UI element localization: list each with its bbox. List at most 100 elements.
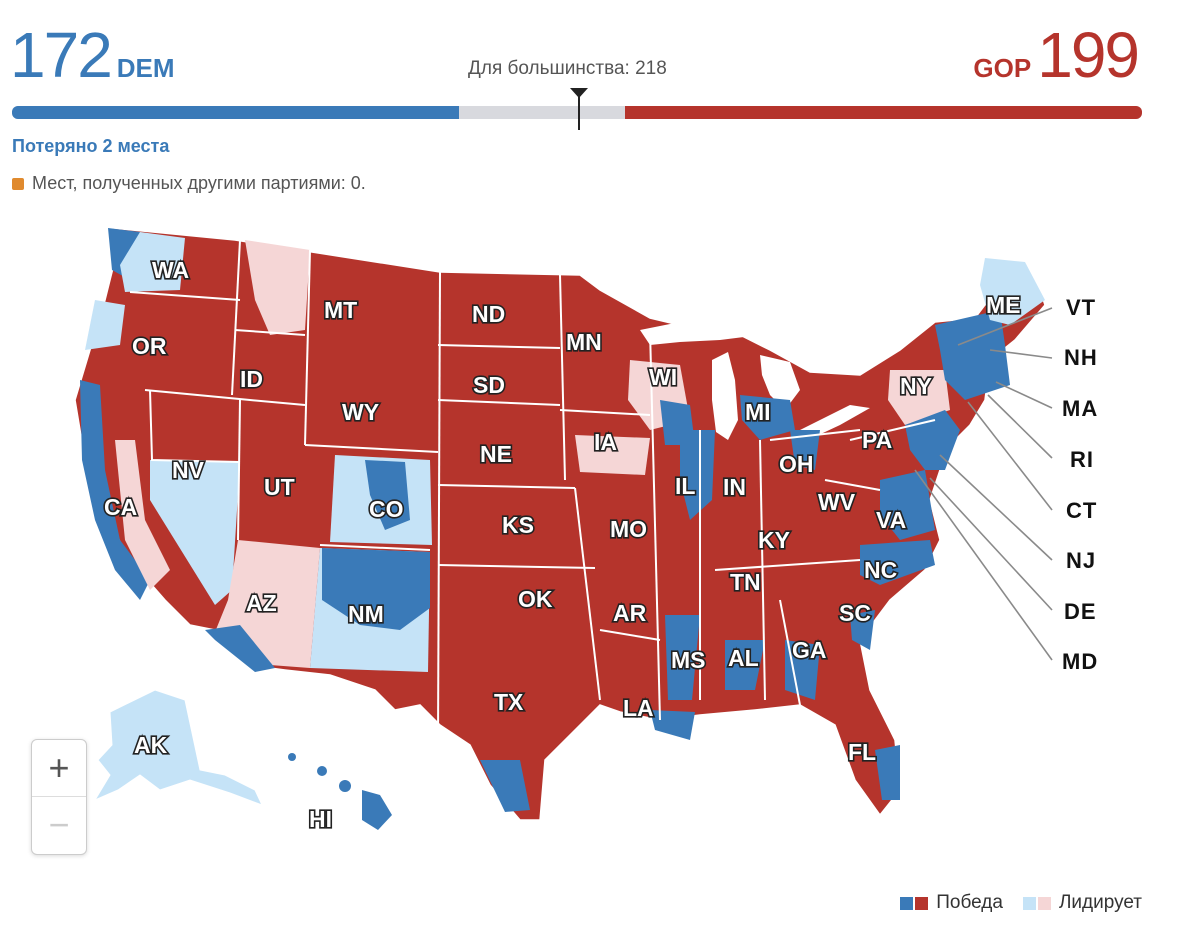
state-label-pa[interactable]: PA — [860, 425, 893, 454]
state-label-nm[interactable]: NM — [346, 599, 385, 628]
state-label-mt[interactable]: MT — [322, 295, 358, 324]
other-parties-text: Мест, полученных другими партиями: 0. — [32, 173, 366, 193]
lake-michigan-shape — [712, 352, 738, 440]
state-label-ar[interactable]: AR — [611, 598, 648, 627]
state-label-id[interactable]: ID — [238, 364, 264, 393]
legend-win-label: Победа — [936, 892, 1003, 913]
michigan-dem-area — [740, 395, 795, 440]
state-label-ks[interactable]: KS — [500, 510, 535, 539]
mid-atlantic-dem-area — [905, 410, 960, 470]
state-label-la[interactable]: LA — [621, 693, 655, 722]
state-label-ct[interactable]: CT — [1066, 498, 1097, 523]
state-label-wy[interactable]: WY — [340, 397, 380, 426]
alabama-dem-area — [725, 640, 765, 690]
virginia-dem-area — [880, 470, 935, 540]
state-label-va[interactable]: VA — [874, 505, 907, 534]
hawaii-oahu-shape[interactable] — [317, 766, 327, 776]
legend-dem-win-swatch — [900, 896, 914, 910]
map-legend: Победа Лидирует — [880, 892, 1142, 914]
montana-lead-area — [245, 240, 310, 335]
state-label-nj[interactable]: NJ — [1066, 548, 1096, 573]
state-label-ma[interactable]: MA — [1062, 396, 1098, 421]
state-label-mo[interactable]: MO — [608, 514, 648, 543]
state-label-vt[interactable]: VT — [1066, 295, 1096, 320]
state-label-ak[interactable]: AK — [132, 730, 169, 759]
state-label-ia[interactable]: IA — [592, 427, 618, 456]
state-label-sc[interactable]: SC — [837, 598, 872, 627]
majority-threshold-label: Для большинства: 218 — [468, 58, 667, 79]
legend-win: Победа — [900, 892, 1003, 914]
oregon-coast-lead-area — [85, 300, 125, 350]
state-label-nd[interactable]: ND — [470, 299, 506, 328]
state-label-oh[interactable]: OH — [777, 449, 815, 478]
louisiana-dem-area — [650, 710, 695, 740]
state-borders — [129, 239, 936, 741]
state-label-tx[interactable]: TX — [492, 687, 525, 716]
state-label-ms[interactable]: MS — [669, 645, 707, 674]
other-parties-swatch — [12, 178, 24, 190]
northeast-leader-lines — [914, 307, 1053, 661]
seats-lost-text: Потеряно 2 места — [12, 136, 170, 156]
state-label-az[interactable]: AZ — [244, 588, 278, 617]
florida-dem-area — [875, 745, 900, 800]
state-label-mi[interactable]: MI — [743, 397, 772, 426]
illinois-dem-area — [680, 430, 715, 520]
us-house-results-map[interactable]: WA OR CA NV ID MT WY UT CO AZ NM ND SD N… — [0, 210, 1200, 830]
zoom-controls: + − — [31, 739, 87, 855]
state-label-wi[interactable]: WI — [647, 362, 678, 391]
nevada-lead-area — [150, 460, 240, 605]
south-carolina-dem-area — [850, 610, 875, 650]
state-label-fl[interactable]: FL — [846, 737, 877, 766]
new-mexico-dem-area — [322, 548, 430, 630]
legend-lead-label: Лидирует — [1058, 892, 1142, 913]
colorado-dem-area — [365, 460, 410, 530]
state-label-ut[interactable]: UT — [262, 472, 296, 501]
map-shapes — [74, 227, 1046, 830]
california-lead-area — [115, 440, 170, 590]
state-label-in[interactable]: IN — [721, 472, 747, 501]
state-label-me[interactable]: ME — [984, 290, 1022, 319]
state-label-de[interactable]: DE — [1064, 599, 1097, 624]
state-labels: WA OR CA NV ID MT WY UT CO AZ NM ND SD N… — [102, 255, 1022, 830]
gop-seat-fill — [625, 106, 1142, 119]
seat-progress-bar — [12, 106, 1142, 119]
zoom-in-button[interactable]: + — [48, 747, 70, 788]
state-label-co[interactable]: CO — [367, 494, 405, 523]
north-carolina-dem-area — [860, 540, 935, 585]
hawaii-kauai-shape[interactable] — [288, 753, 296, 761]
state-label-al[interactable]: AL — [726, 643, 760, 672]
state-label-ne[interactable]: NE — [478, 439, 513, 468]
other-parties-note: Мест, полученных другими партиями: 0. — [12, 173, 366, 194]
texas-south-dem-area — [480, 760, 530, 812]
legend-lead: Лидирует — [1022, 892, 1142, 914]
georgia-dem-area — [785, 640, 820, 700]
dem-seat-fill — [12, 106, 459, 119]
alaska-shape[interactable] — [93, 689, 263, 806]
state-label-tn[interactable]: TN — [728, 567, 762, 596]
ohio-dem-area — [790, 430, 820, 470]
northeast-labels: VT NH MA RI CT NJ DE MD — [1062, 295, 1098, 674]
hawaii-big-island-shape[interactable] — [362, 790, 392, 830]
state-label-nc[interactable]: NC — [862, 555, 898, 584]
state-label-ca[interactable]: CA — [102, 492, 138, 521]
gop-seat-number: 199 — [1037, 19, 1140, 91]
state-label-ok[interactable]: OK — [516, 584, 554, 613]
state-label-hi[interactable]: HI — [307, 804, 333, 830]
state-label-mn[interactable]: MN — [564, 327, 603, 356]
state-label-md[interactable]: MD — [1062, 649, 1098, 674]
state-label-il[interactable]: IL — [673, 471, 697, 500]
state-label-nv[interactable]: NV — [170, 455, 206, 484]
legend-gop-lead-swatch — [1037, 896, 1051, 910]
state-label-nh[interactable]: NH — [1064, 345, 1098, 370]
hawaii-maui-shape[interactable] — [339, 780, 351, 792]
state-label-ri[interactable]: RI — [1070, 447, 1094, 472]
state-label-sd[interactable]: SD — [471, 370, 506, 399]
state-label-or[interactable]: OR — [130, 331, 168, 360]
state-label-ga[interactable]: GA — [790, 635, 828, 664]
dem-party-label: DEM — [116, 53, 175, 83]
state-label-ky[interactable]: KY — [756, 525, 791, 554]
state-label-ny[interactable]: NY — [898, 371, 933, 400]
state-label-wv[interactable]: WV — [816, 487, 857, 516]
zoom-out-button[interactable]: − — [32, 796, 86, 853]
state-label-wa[interactable]: WA — [150, 255, 190, 284]
